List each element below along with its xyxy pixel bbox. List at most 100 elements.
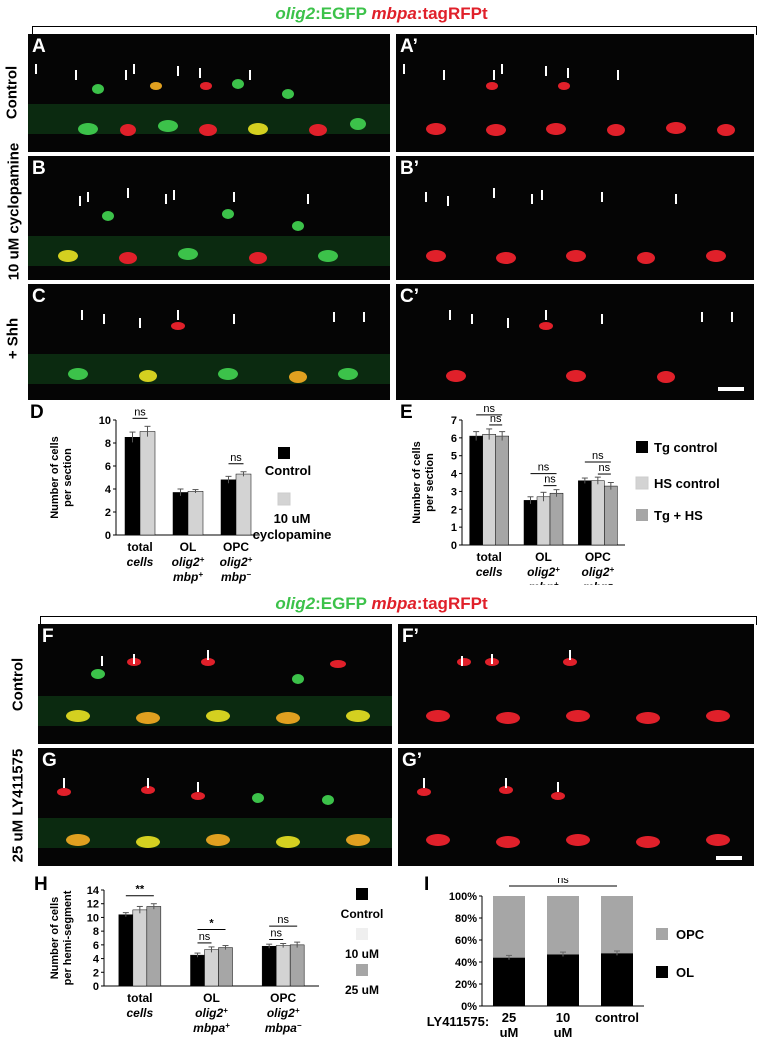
micrograph-C: C xyxy=(28,284,390,400)
row-label-control-bottom: Control xyxy=(9,657,27,712)
sig-E-ol-b-label: ns xyxy=(544,474,556,486)
legend-E-swatch-2 xyxy=(636,509,648,521)
micrograph-G-image xyxy=(38,778,392,848)
legend-I-ol-label: OL xyxy=(676,965,694,980)
y-tick-label: 20% xyxy=(455,979,477,991)
legend-D-cyclopamine-swatch xyxy=(277,492,291,506)
legend-D-control-swatch xyxy=(278,447,290,459)
category-label-line-0: OL xyxy=(180,540,197,554)
bar xyxy=(190,954,205,987)
category-label-line-1: olig2+ xyxy=(195,1006,228,1021)
legend-I-ol-swatch xyxy=(656,966,668,978)
micrograph-A-prime-image xyxy=(403,64,735,136)
bar xyxy=(218,947,233,987)
micrograph-B-prime-image xyxy=(425,188,726,264)
tagrfpt-reporter: :tagRFPt xyxy=(416,4,488,23)
egfp-reporter: :EGFP xyxy=(315,594,367,613)
bar-OPC xyxy=(547,896,579,955)
legend-H-label-1: 10 uM xyxy=(345,947,379,961)
bar xyxy=(289,944,305,987)
bar xyxy=(139,431,156,536)
y-tick-label: 4 xyxy=(451,469,458,481)
y-tick-label: 40% xyxy=(455,957,477,969)
row-label-control-top: Control xyxy=(3,65,21,120)
olig2-gene: olig2 xyxy=(275,4,316,23)
category-label-line-1: uM xyxy=(554,1025,573,1040)
legend-H-swatch-0 xyxy=(356,888,368,900)
micrograph-B-prime: B’ xyxy=(396,156,754,280)
category-label-line-2: mbp− xyxy=(221,570,251,585)
category-label-line-0: 10 xyxy=(556,1010,570,1025)
panel-label-A-prime: A’ xyxy=(400,36,418,57)
panel-label-F-prime: F’ xyxy=(402,626,419,647)
micrograph-F-prime-image xyxy=(426,650,730,724)
sig-H-total-label: ** xyxy=(136,884,145,896)
row-label-shh: + Shh xyxy=(4,317,22,360)
category-label-line-0: total xyxy=(127,991,152,1005)
bar xyxy=(172,492,189,536)
bar-OL xyxy=(493,957,525,1006)
category-label-line-1: uM xyxy=(500,1025,519,1040)
legend-E-label-1: HS control xyxy=(654,476,720,491)
panel-label-H: H xyxy=(34,874,48,895)
sig-E-total-b-label: ns xyxy=(490,413,502,425)
legend-H-swatch-2 xyxy=(356,964,368,976)
bar xyxy=(482,434,496,546)
micrograph-B-image xyxy=(28,188,390,266)
y-tick-label: 3 xyxy=(451,486,457,498)
panel-label-F: F xyxy=(42,626,54,647)
y-tick-label: 14 xyxy=(87,885,100,897)
panel-label-C: C xyxy=(32,286,46,307)
scale-bar-top xyxy=(718,387,744,391)
micrograph-G: G xyxy=(38,748,392,866)
legend-D-control-label: Control xyxy=(265,463,311,478)
bar xyxy=(235,473,252,536)
panel-label-C-prime: C’ xyxy=(400,286,419,307)
bar xyxy=(536,496,551,546)
sig-H-ol-a-label: * xyxy=(209,918,214,930)
panel-label-I: I xyxy=(424,874,430,895)
bar xyxy=(204,949,219,987)
legend-E-swatch-0 xyxy=(636,441,648,453)
y-axis-label: per section xyxy=(62,448,74,507)
category-label-line-1: olig2+ xyxy=(581,565,614,580)
legend-H-swatch-1 xyxy=(356,928,368,940)
bar xyxy=(118,914,134,987)
sig-H-opc-b-label: ns xyxy=(270,927,282,939)
legend-E-swatch-1 xyxy=(635,476,649,490)
bar xyxy=(591,480,605,546)
y-tick-label: 6 xyxy=(451,433,457,445)
header-bracket-top xyxy=(32,26,757,35)
category-label-line-1: olig2+ xyxy=(172,555,205,570)
bar xyxy=(132,909,148,987)
category-label-line-1: olig2+ xyxy=(220,555,253,570)
category-label-line-0: total xyxy=(476,550,501,564)
y-tick-label: 0% xyxy=(461,1001,477,1013)
y-tick-label: 2 xyxy=(105,507,111,519)
bar xyxy=(578,480,592,546)
category-label-line-0: OPC xyxy=(585,550,611,564)
panel-label-A: A xyxy=(32,36,46,57)
y-tick-label: 6 xyxy=(93,940,99,952)
bar-OL xyxy=(601,953,633,1006)
chart-D: 0 2 4 6 8 10 Number of cells per section totalce… xyxy=(49,406,331,585)
y-tick-label: 100% xyxy=(449,891,477,903)
y-tick-label: 0 xyxy=(451,540,457,552)
category-label-line-1: cells xyxy=(476,565,503,579)
bar xyxy=(523,500,538,546)
y-tick-label: 0 xyxy=(105,530,111,542)
panel-label-E: E xyxy=(400,402,413,423)
micrograph-B: B xyxy=(28,156,390,280)
micrograph-F: F xyxy=(38,624,392,744)
category-label-line-1: olig2+ xyxy=(527,565,560,580)
bar xyxy=(495,435,509,546)
figure-header-bottom: olig2:EGFP mbpa:tagRFPt xyxy=(0,594,763,614)
x-axis-prefix: LY411575: xyxy=(427,1014,489,1029)
y-tick-label: 2 xyxy=(451,504,457,516)
sig-E-opc-b-label: ns xyxy=(599,462,611,474)
y-tick-label: 60% xyxy=(455,935,477,947)
category-label-line-0: 25 xyxy=(502,1010,516,1025)
y-tick-label: 7 xyxy=(451,415,457,427)
scale-bar-bottom xyxy=(716,856,742,860)
